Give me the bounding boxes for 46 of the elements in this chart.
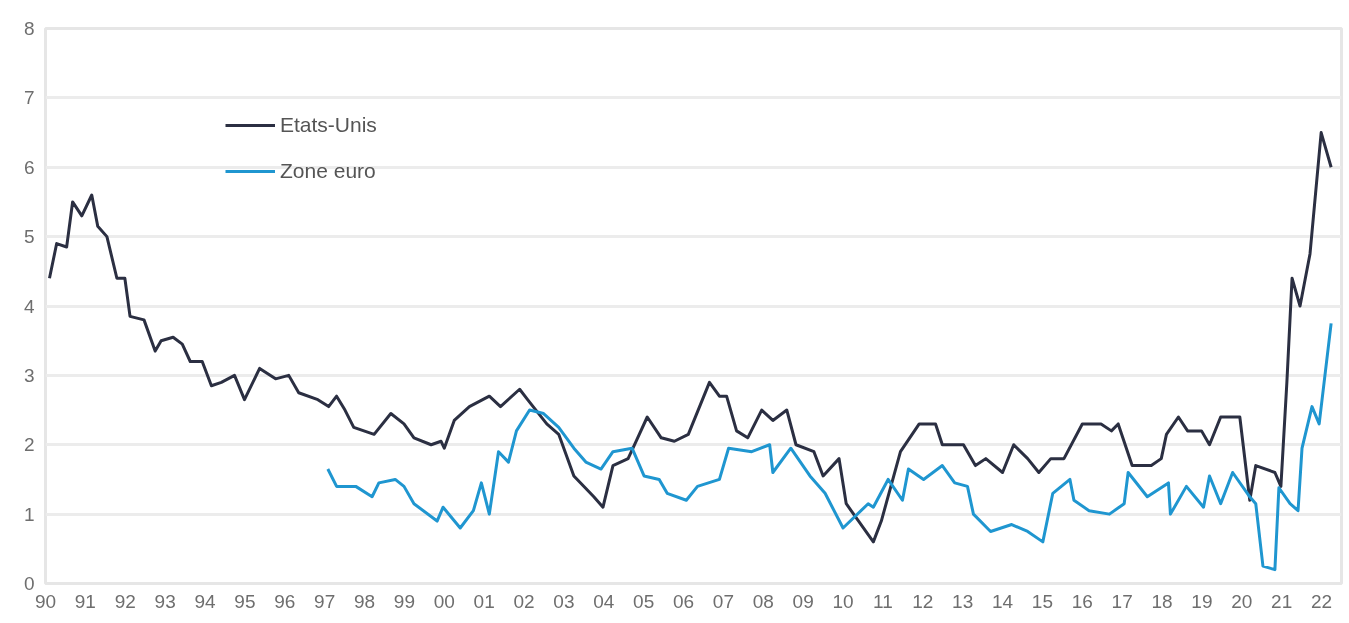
x-tick-label: 08 <box>752 590 774 612</box>
x-tick-label: 06 <box>672 590 695 612</box>
y-tick-label: 0 <box>23 573 35 594</box>
x-tick-label: 01 <box>473 590 495 612</box>
x-tick-label: 21 <box>1271 590 1293 612</box>
x-tick-label: 91 <box>74 590 96 612</box>
x-tick-label: 15 <box>1031 590 1053 612</box>
x-tick-label: 18 <box>1151 590 1173 612</box>
x-tick-label: 22 <box>1310 590 1333 612</box>
y-tick-label: 6 <box>23 156 35 178</box>
x-tick-label: 07 <box>712 590 734 612</box>
x-tick-label: 19 <box>1191 590 1213 612</box>
x-tick-label: 00 <box>433 590 455 612</box>
y-tick-label: 7 <box>23 87 35 109</box>
x-tick-label: 99 <box>393 590 415 612</box>
x-tick-label: 95 <box>234 590 256 612</box>
x-tick-label: 93 <box>154 590 176 612</box>
x-tick-label: 97 <box>314 590 336 612</box>
x-tick-label: 03 <box>553 590 575 612</box>
x-tick-label: 16 <box>1071 590 1093 612</box>
x-tick-label: 92 <box>114 590 136 612</box>
legend-label: Etats-Unis <box>280 113 377 137</box>
x-tick-label: 20 <box>1231 590 1253 612</box>
x-tick-label: 11 <box>873 590 893 612</box>
y-tick-label: 8 <box>23 18 35 39</box>
y-tick-label: 2 <box>23 434 35 456</box>
x-tick-label: 04 <box>593 590 615 612</box>
legend-label: Zone euro <box>280 159 376 183</box>
x-tick-label: 96 <box>274 590 296 612</box>
x-tick-label: 13 <box>952 590 974 612</box>
line-series <box>47 131 1333 544</box>
x-tick-label: 14 <box>991 590 1014 612</box>
y-tick-label: 3 <box>23 364 35 386</box>
y-tick-label: 4 <box>23 295 35 317</box>
line-series <box>326 321 1333 572</box>
x-tick-label: 94 <box>194 590 217 612</box>
x-tick-label: 05 <box>633 590 655 612</box>
x-tick-label: 90 <box>34 590 57 612</box>
x-tick-label: 09 <box>792 590 814 612</box>
x-tick-label: 02 <box>513 590 535 612</box>
x-tick-label: 10 <box>832 590 854 612</box>
x-tick-label: 12 <box>912 590 934 612</box>
x-tick-label: 17 <box>1111 590 1133 612</box>
y-tick-label: 1 <box>23 503 35 525</box>
y-tick-label: 5 <box>23 226 35 248</box>
x-tick-label: 98 <box>353 590 376 612</box>
